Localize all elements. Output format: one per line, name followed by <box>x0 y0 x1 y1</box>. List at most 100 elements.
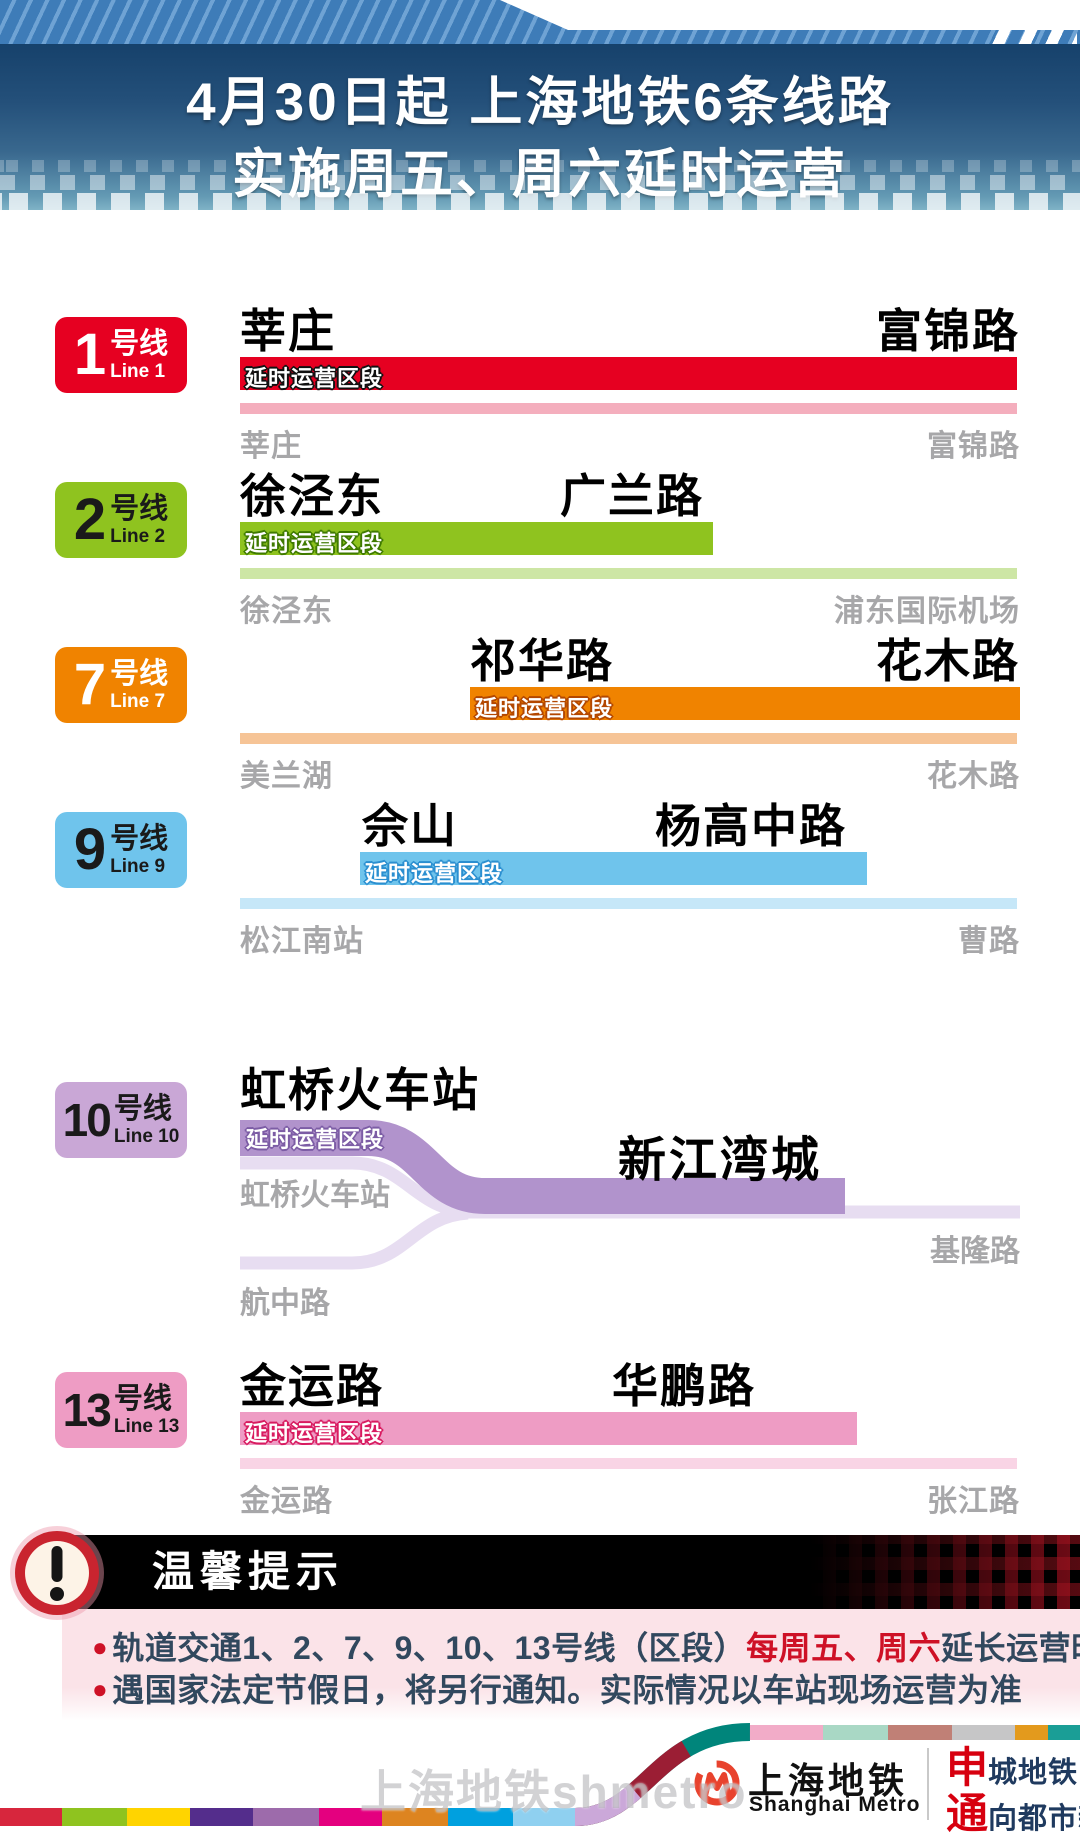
line-block-line-7: 7 号线 Line 7 祁华路 花木路 延时运营区段 美兰湖 花木路 <box>0 625 1080 793</box>
tip-item: ●轨道交通1、2、7、9、10、13号线（区段）每周五、周六延长运营时间。 <box>92 1623 1080 1669</box>
extended-segment-bar: 延时运营区段 <box>240 357 1017 391</box>
slogan-red-char: 申 <box>946 1744 989 1791</box>
full-line-bar <box>240 403 1017 414</box>
bullet-icon: ● <box>92 1674 109 1704</box>
terminus-label: 虹桥火车站 <box>240 1179 390 1212</box>
footer-slogan: 申城地铁 通向都市新生活 <box>946 1747 1080 1835</box>
extended-segment-bar: 延时运营区段 <box>240 1412 857 1446</box>
extended-segment-label: 延时运营区段 <box>365 861 504 886</box>
slogan-red-char: 通 <box>946 1790 989 1837</box>
watermark-text: 上海地铁shmetro <box>360 1766 748 1818</box>
banner-checker-pattern <box>810 1535 1080 1609</box>
line-badge: 2 号线 Line 2 <box>55 482 187 558</box>
slogan-row: 申城地铁 <box>946 1747 1080 1789</box>
terminus-label-right: 曹路 <box>958 925 1020 958</box>
line-badge-en: Line 1 <box>110 360 166 382</box>
checker-pattern-row <box>0 175 1080 190</box>
warning-exclamation-icon <box>8 1524 106 1627</box>
logo-text-cn: 上海地铁 <box>748 1760 909 1801</box>
shanghai-metro-logo <box>694 1760 740 1811</box>
line-badge-text: 号线 Line 1 <box>110 327 169 382</box>
line-block-line-2: 2 号线 Line 2 徐泾东 广兰路 延时运营区段 徐泾东 浦东国际机场 <box>0 460 1080 628</box>
full-line-bar <box>240 733 1017 744</box>
line-badge-number: 9 <box>73 817 107 882</box>
full-line-bar <box>240 1458 1017 1469</box>
terminus-label: 基隆路 <box>930 1235 1020 1268</box>
terminus-label-left: 莘庄 <box>240 430 302 463</box>
line-badge: 1 号线 Line 1 <box>55 317 187 393</box>
extended-segment-bar: 延时运营区段 <box>240 522 713 556</box>
extended-segment-label: 延时运营区段 <box>475 696 614 721</box>
footer-metro-lines-stripe <box>0 1723 1080 1826</box>
line-badge-suffix: 号线 <box>110 327 169 360</box>
checker-pattern-row <box>0 160 1080 172</box>
line-badge-en: Line 10 <box>113 1125 180 1147</box>
terminus-label-left: 松江南站 <box>240 925 364 958</box>
slogan-text: 向都市新生活 <box>988 1803 1080 1835</box>
line-badge-text: 号线 Line 7 <box>110 657 169 711</box>
station-name-bold: 新江湾城 <box>618 1134 823 1187</box>
header-striped-band <box>0 0 1080 46</box>
notice-title: 温馨提示 <box>152 1548 345 1595</box>
extended-segment-bar: 延时运营区段 <box>360 852 867 886</box>
line-badge-suffix: 号线 <box>113 1382 172 1415</box>
line-badge-en: Line 2 <box>110 525 166 547</box>
station-name-bold: 金运路 <box>240 1360 384 1412</box>
terminus-label-right: 富锦路 <box>927 430 1020 463</box>
station-name-bold: 华鹏路 <box>612 1360 756 1412</box>
line-badge-number: 10 <box>62 1094 112 1146</box>
terminus-label-left: 美兰湖 <box>240 760 333 793</box>
station-name-bold: 虹桥火车站 <box>240 1064 480 1116</box>
line-badge-number: 7 <box>73 652 107 717</box>
station-name-bold: 莘庄 <box>240 305 336 357</box>
line-badge-suffix: 号线 <box>110 657 169 690</box>
notice-banner: 温馨提示 <box>62 1535 1080 1609</box>
line-badge: 10 号线 Line 10 <box>55 1082 187 1158</box>
bullet-icon: ● <box>92 1632 109 1662</box>
extended-segment-label: 延时运营区段 <box>246 1127 385 1152</box>
station-name-bold: 祁华路 <box>470 635 614 687</box>
terminus-label: 航中路 <box>240 1287 330 1320</box>
line-badge-number: 13 <box>62 1384 112 1436</box>
tip-text: 遇国家法定节假日，将另行通知。实际情况以车站现场运营为准 <box>112 1672 1023 1708</box>
terminus-label-left: 金运路 <box>240 1485 333 1518</box>
terminus-label-right: 花木路 <box>927 760 1020 793</box>
line-badge: 13 号线 Line 13 <box>55 1372 187 1448</box>
line-badge-en: Line 13 <box>113 1415 180 1437</box>
line-block-line-1: 1 号线 Line 1 莘庄 富锦路 延时运营区段 莘庄 富锦路 <box>0 295 1080 463</box>
full-line-bar <box>240 568 1017 579</box>
tip-text-highlight: 每周五、周六 <box>746 1630 942 1666</box>
line-block-line-10: 10 号线 Line 10 虹桥火车站 延时运营区段 新江湾城 虹桥火车站 基隆… <box>0 1060 1080 1320</box>
line-badge-number: 1 <box>73 322 107 387</box>
notice-tips-box: ●轨道交通1、2、7、9、10、13号线（区段）每周五、周六延长运营时间。 ●遇… <box>62 1609 1080 1721</box>
slogan-text: 城地铁 <box>988 1757 1079 1789</box>
line-badge: 7 号线 Line 7 <box>55 647 187 723</box>
line-block-line-13: 13 号线 Line 13 金运路 华鹏路 延时运营区段 金运路 张江路 <box>0 1350 1080 1518</box>
extended-segment-label: 延时运营区段 <box>245 531 384 556</box>
line-block-line-9: 9 号线 Line 9 佘山 杨高中路 延时运营区段 松江南站 曹路 <box>0 790 1080 958</box>
line-badge-text: 号线 Line 2 <box>110 492 169 547</box>
station-name-bold: 徐泾东 <box>240 470 384 522</box>
full-line-bar <box>240 898 1017 909</box>
station-name-bold: 广兰路 <box>560 470 704 522</box>
extended-segment-label: 延时运营区段 <box>245 366 384 391</box>
checker-pattern-row <box>0 193 1080 210</box>
extended-segment-label: 延时运营区段 <box>245 1421 384 1446</box>
line-badge-en: Line 9 <box>110 855 166 877</box>
extended-segment-bar: 延时运营区段 <box>470 687 1020 721</box>
page-title-line1: 4月30日起 上海地铁6条线路 <box>186 73 894 132</box>
slogan-row: 通向都市新生活 <box>946 1793 1080 1835</box>
station-name-bold: 花木路 <box>876 635 1020 687</box>
line-badge-number: 2 <box>73 487 107 552</box>
footer-divider <box>927 1748 929 1820</box>
header: 4月30日起 上海地铁6条线路 实施周五、周六延时运营 <box>0 44 1080 210</box>
tip-text: 延长运营时间。 <box>941 1630 1080 1666</box>
tip-item: ● 遇国家法定节假日，将另行通知。实际情况以车站现场运营为准 <box>92 1665 1022 1711</box>
line-badge-text: 号线 Line 10 <box>113 1092 180 1147</box>
line-badge-text: 号线 Line 13 <box>113 1382 180 1437</box>
line-badge-suffix: 号线 <box>110 492 169 525</box>
line-badge-suffix: 号线 <box>113 1092 172 1125</box>
terminus-label-left: 徐泾东 <box>240 595 333 628</box>
logo-text-en: Shanghai Metro <box>749 1793 921 1816</box>
